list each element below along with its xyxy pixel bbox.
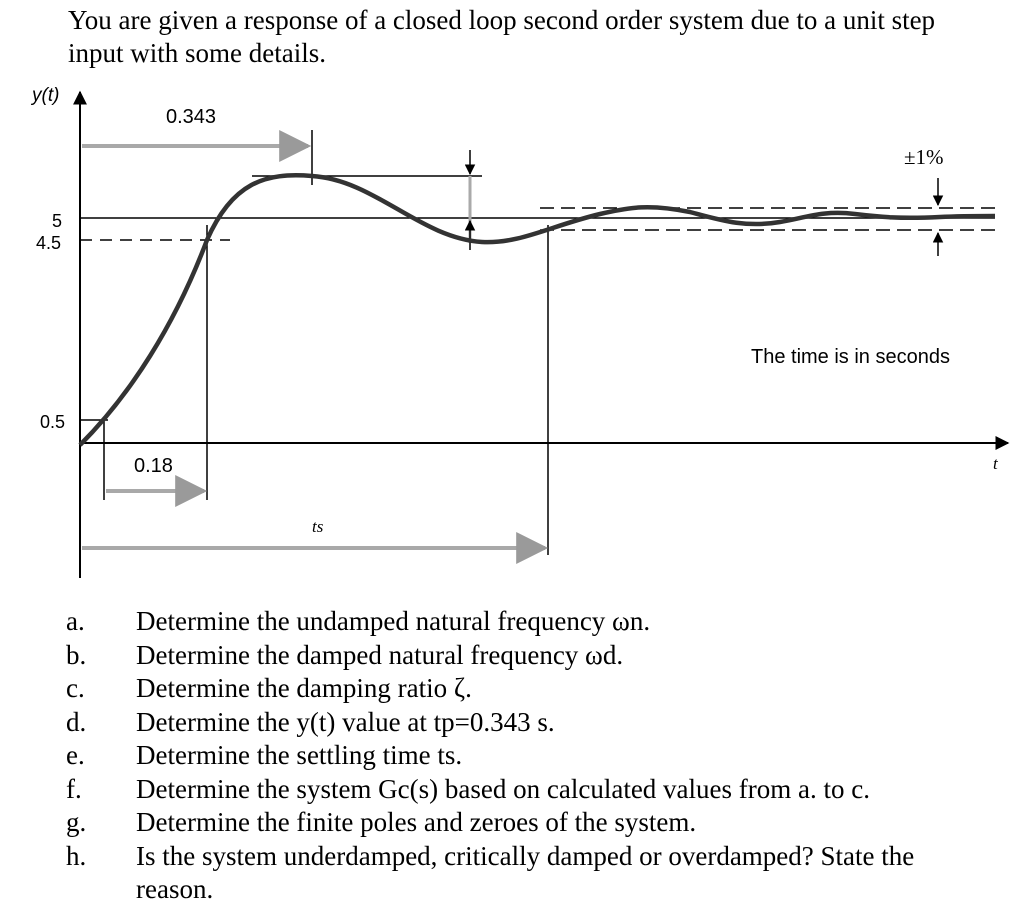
question-letter: e. — [66, 740, 85, 770]
x-axis-label: t — [993, 454, 999, 473]
step-response-curve — [78, 173, 996, 447]
question-letter: h. — [66, 840, 87, 871]
question-item: reason. — [0, 874, 1024, 908]
intro-line-2: input with some details. — [68, 38, 326, 68]
question-text: Determine the system Gc(s) based on calc… — [136, 773, 870, 804]
time-unit-note: The time is in seconds — [751, 346, 950, 368]
step-response-figure: y(t) t 5 4.5 0.5 0.343 0.18 ts ±1% The t… — [0, 78, 1024, 578]
y-axis-label: y(t) — [30, 85, 59, 106]
question-list: a. Determine the undamped natural frequen… — [0, 606, 1024, 908]
peak-time-label: 0.343 — [166, 106, 216, 128]
question-letter: a. — [66, 606, 85, 636]
question-text: Determine the finite poles and zeroes of… — [136, 807, 697, 837]
question-text: Is the system underdamped, critically da… — [136, 840, 915, 871]
question-text: Determine the undamped natural frequency… — [136, 606, 651, 636]
settling-time-label: ts — [312, 517, 324, 536]
question-letter: b. — [66, 639, 87, 670]
tolerance-label: ±1% — [904, 145, 944, 169]
question-text: Determine the y(t) value at tp=0.343 s. — [136, 706, 555, 737]
problem-intro: You are given a response of a closed loo… — [68, 4, 1008, 70]
question-text: reason. — [136, 874, 214, 904]
question-item: d. Determine the y(t) value at tp=0.343 s… — [0, 707, 1024, 741]
question-letter: d. — [66, 706, 87, 737]
question-letter: g. — [66, 807, 87, 837]
y-tick-upper: 5 — [52, 211, 62, 231]
question-item: g. Determine the finite poles and zeroes … — [0, 807, 1024, 841]
question-text: Determine the damping ratio ζ. — [136, 673, 472, 703]
question-item: b. Determine the damped natural frequency… — [0, 640, 1024, 674]
question-text: Determine the damped natural frequency ω… — [136, 639, 624, 670]
intro-line-1: You are given a response of a closed loo… — [68, 5, 936, 35]
question-letter: f. — [66, 773, 82, 804]
question-item: a. Determine the undamped natural frequen… — [0, 606, 1024, 640]
y-tick-mid: 4.5 — [36, 233, 61, 253]
question-item: c. Determine the damping ratio ζ. — [0, 673, 1024, 707]
y-tick-lower: 0.5 — [40, 412, 65, 432]
question-item: e. Determine the settling time ts. — [0, 740, 1024, 774]
question-item: f. Determine the system Gc(s) based on ca… — [0, 774, 1024, 808]
question-letter: c. — [66, 673, 85, 703]
question-item: h. Is the system underdamped, critically … — [0, 841, 1024, 875]
question-text: Determine the settling time ts. — [136, 740, 463, 770]
rise-time-label: 0.18 — [134, 455, 173, 477]
